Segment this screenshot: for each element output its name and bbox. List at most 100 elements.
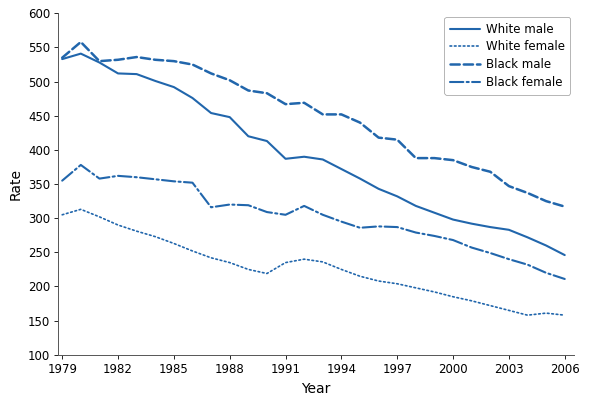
White female [263,271,270,276]
Black male [263,91,270,96]
White female [561,313,568,318]
Black female [96,176,103,181]
White male [393,194,401,199]
Black female [524,262,531,267]
Black male [59,55,66,60]
Black male [542,199,550,204]
White female [487,303,494,308]
White female [356,274,363,279]
Black male [412,156,419,160]
Black female [356,225,363,230]
White male [487,225,494,229]
Black male [170,59,177,63]
White male [375,186,382,191]
White male [263,139,270,143]
White female [59,213,66,217]
White male [412,204,419,208]
Black male [245,88,252,93]
Black male [319,112,326,117]
White female [300,257,307,262]
White female [226,260,233,265]
White male [207,111,214,116]
Black male [487,169,494,174]
Black female [114,173,121,178]
White female [319,259,326,264]
White male [356,176,363,181]
White female [152,234,159,239]
Black male [561,204,568,209]
Black female [393,225,401,229]
White female [468,299,475,303]
Black male [449,158,456,162]
White male [431,210,438,215]
White male [338,166,345,171]
Black female [226,202,233,207]
Black male [207,71,214,76]
Black female [263,210,270,215]
Black male [375,135,382,140]
White female [375,279,382,284]
Line: Black female: Black female [62,165,565,279]
White female [338,267,345,272]
Legend: White male, White female, Black male, Black female: White male, White female, Black male, Bl… [444,17,571,95]
Line: White male: White male [62,54,565,255]
X-axis label: Year: Year [302,382,331,396]
Black male [393,137,401,142]
White male [152,78,159,83]
White male [542,243,550,248]
White female [282,260,289,265]
Black female [319,213,326,217]
White female [505,308,512,313]
Black male [152,57,159,62]
White female [207,255,214,260]
Black female [542,270,550,275]
White male [114,71,121,76]
White male [170,85,177,90]
White female [114,223,121,227]
White female [133,229,140,234]
White male [449,217,456,222]
Black male [133,55,140,59]
Black female [487,250,494,255]
White male [77,51,84,56]
Black male [282,102,289,107]
Black male [431,156,438,160]
Black female [449,238,456,242]
White male [282,156,289,161]
Black female [245,203,252,208]
Black female [189,180,196,185]
White female [245,267,252,272]
White male [189,96,196,101]
White male [96,60,103,65]
White female [170,241,177,246]
Black male [468,164,475,169]
White female [524,313,531,318]
Black male [96,59,103,63]
White male [245,134,252,139]
Black female [338,219,345,224]
Black female [561,277,568,282]
Line: White female: White female [62,209,565,315]
White female [77,207,84,212]
White male [133,72,140,76]
Black female [282,213,289,217]
White male [226,115,233,120]
Black male [77,40,84,44]
White female [189,248,196,253]
Black female [431,234,438,238]
Black female [300,204,307,208]
Black male [356,120,363,125]
Y-axis label: Rate: Rate [8,168,22,200]
White female [412,286,419,290]
Line: Black male: Black male [62,42,565,206]
White male [300,154,307,159]
Black male [114,57,121,62]
White male [505,227,512,232]
White female [431,290,438,295]
Black female [207,205,214,210]
White female [393,281,401,286]
Black female [77,162,84,167]
Black female [505,257,512,262]
Black female [468,245,475,250]
Black male [338,112,345,117]
